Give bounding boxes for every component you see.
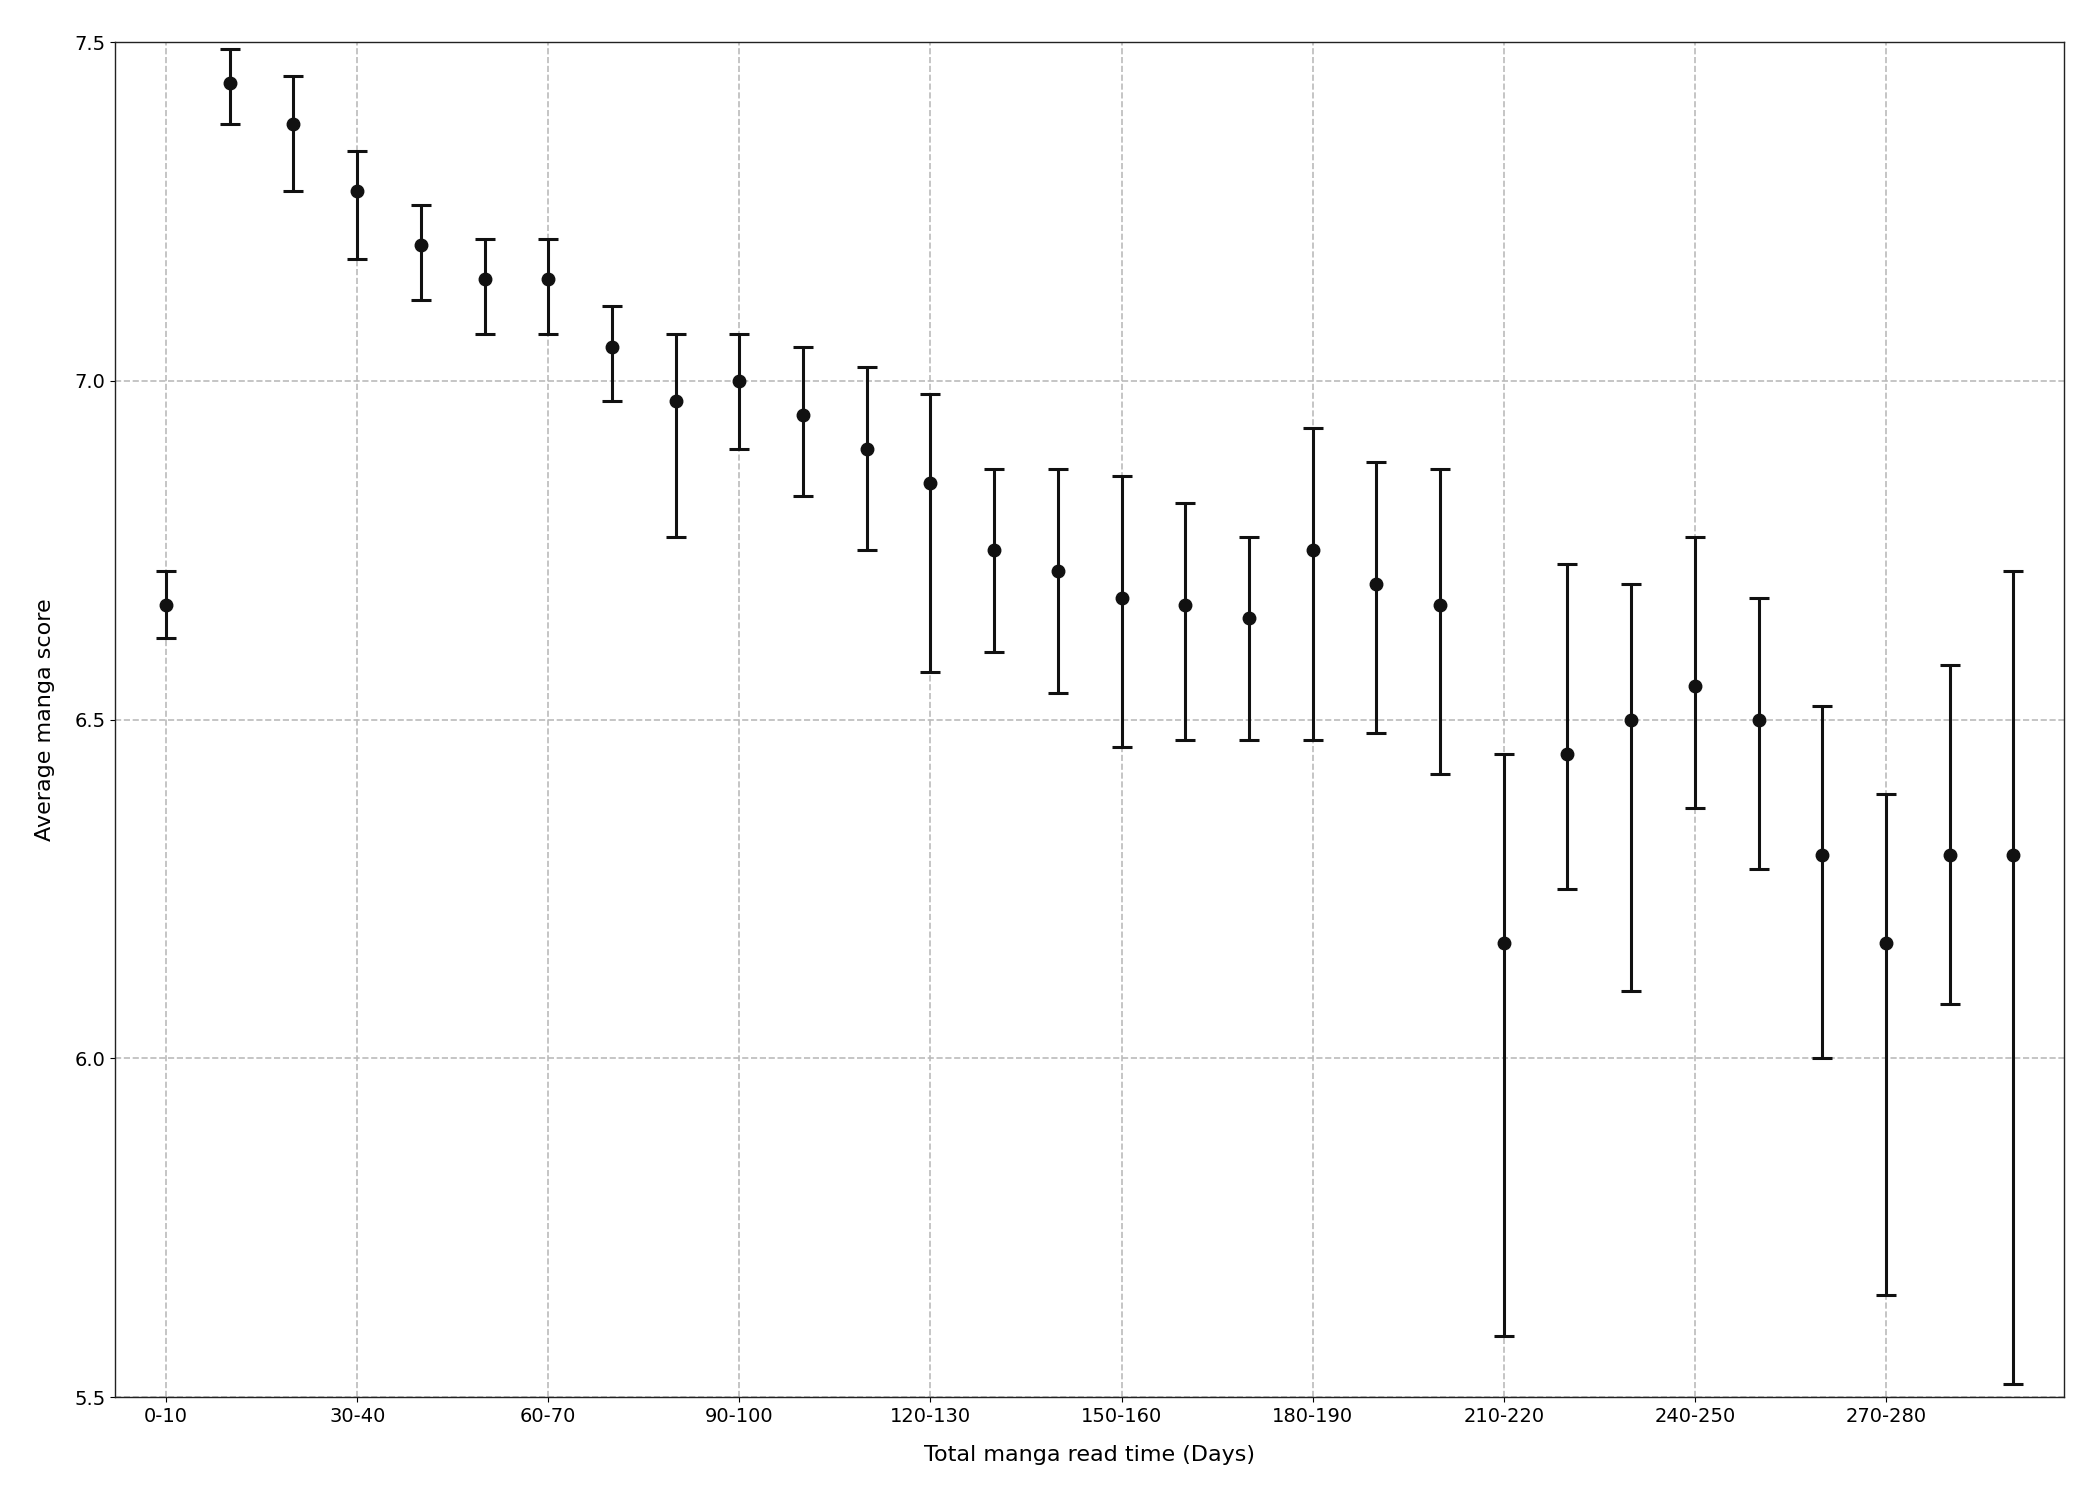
- Y-axis label: Average manga score: Average manga score: [36, 598, 55, 842]
- X-axis label: Total manga read time (Days): Total manga read time (Days): [924, 1446, 1255, 1466]
